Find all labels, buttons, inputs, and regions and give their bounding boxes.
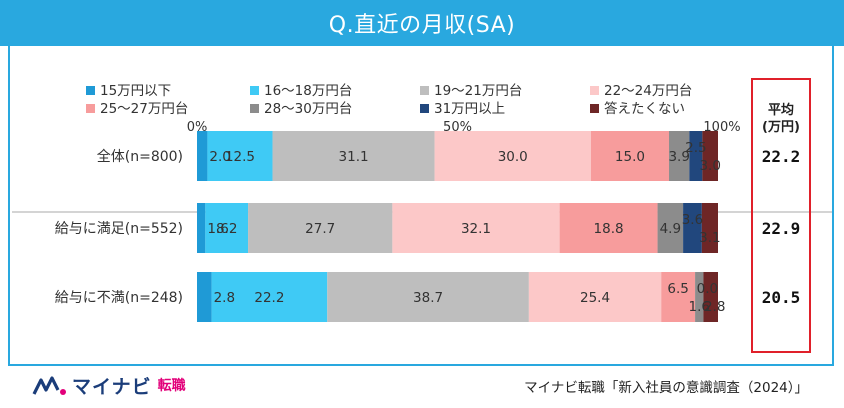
bar-segment [669,131,690,181]
row-category-label: 給与に満足(n=552) [55,221,183,237]
legend-label: 15万円以下 [100,83,171,99]
legend-swatch [590,86,599,95]
data-label: 6.5 [667,281,688,297]
legend-swatch [420,104,429,113]
bar-segment [559,203,658,253]
bar-segment [211,272,328,322]
legend-swatch [250,86,259,95]
data-label: 2.8 [214,290,235,306]
data-label: 1.6 [207,221,228,237]
mynavi-logo: マイナビ 転職 [32,372,186,398]
chart-title: Q.直近の月収(SA) [328,13,516,38]
legend-swatch [250,104,259,113]
bar-segment [695,272,704,322]
bar-segment [197,203,206,253]
legend-label: 31万円以上 [434,101,505,117]
legend-label: 19～21万円台 [434,83,522,99]
data-label: 3.1 [699,230,720,246]
data-label: 3.0 [699,158,720,174]
legend-label: 28～30万円台 [264,101,352,117]
bar-segment [590,131,670,181]
data-label: 31.1 [339,149,369,165]
data-label: 38.7 [413,290,443,306]
mynavi-logo-icon [32,376,66,395]
bar-segment [657,203,684,253]
bar-segment [248,203,393,253]
legend-swatch [86,86,95,95]
average-box [751,78,811,353]
data-label: 2.0 [209,149,230,165]
data-label: 22.2 [254,290,284,306]
logo-brand-text: マイナビ [72,375,152,398]
row-category-label: 全体(n=800) [97,148,183,165]
row-category-label: 給与に不満(n=248) [55,290,183,306]
average-value: 22.2 [762,147,801,166]
chart-frame [8,46,834,366]
data-label: 32.1 [461,221,491,237]
bar-segment [205,203,249,253]
average-value: 20.5 [762,288,801,307]
data-label: 12.5 [225,149,255,165]
data-label: 27.7 [305,221,335,237]
data-label: 30.0 [498,149,528,165]
bar-segment [528,272,662,322]
legend-swatch [86,104,95,113]
bar-segment [702,131,718,181]
data-label: 1.6 [689,299,710,315]
chart-title-banner: Q.直近の月収(SA) [0,0,844,46]
bar-segment [701,203,718,253]
legend-swatch [420,86,429,95]
bar-segment [392,203,560,253]
bar-segment [661,272,696,322]
logo-brand-suffix: 転職 [157,378,186,394]
data-label: 2.5 [685,140,706,156]
legend-swatch [590,104,599,113]
data-label: 0.0 [697,281,718,297]
data-label: 18.8 [594,221,624,237]
bar-segment [207,131,273,181]
average-header: 平均 [768,102,794,118]
legend-label: 22～24万円台 [604,83,692,99]
source-note: マイナビ転職「新入社員の意識調査（2024）」 [524,380,808,396]
data-label: 3.6 [682,212,703,228]
bar-segment [327,272,529,322]
bar-segment [272,131,435,181]
bar-segment [434,131,591,181]
data-label: 25.4 [580,290,610,306]
bar-segment [197,131,208,181]
data-label: 3.9 [668,149,689,165]
legend-label: 答えたくない [604,100,685,117]
bar-segment [703,272,718,322]
data-label: 2.8 [704,299,725,315]
bar-segment [197,272,212,322]
data-label: 15.0 [615,149,645,165]
bar-segment [683,203,702,253]
data-label: 4.9 [660,221,681,237]
legend-label: 16～18万円台 [264,83,352,99]
legend-label: 25～27万円台 [100,101,188,117]
average-value: 22.9 [762,219,801,238]
data-label: 8.2 [216,221,237,237]
bar-segment [689,131,703,181]
average-unit: (万円) [762,120,800,135]
